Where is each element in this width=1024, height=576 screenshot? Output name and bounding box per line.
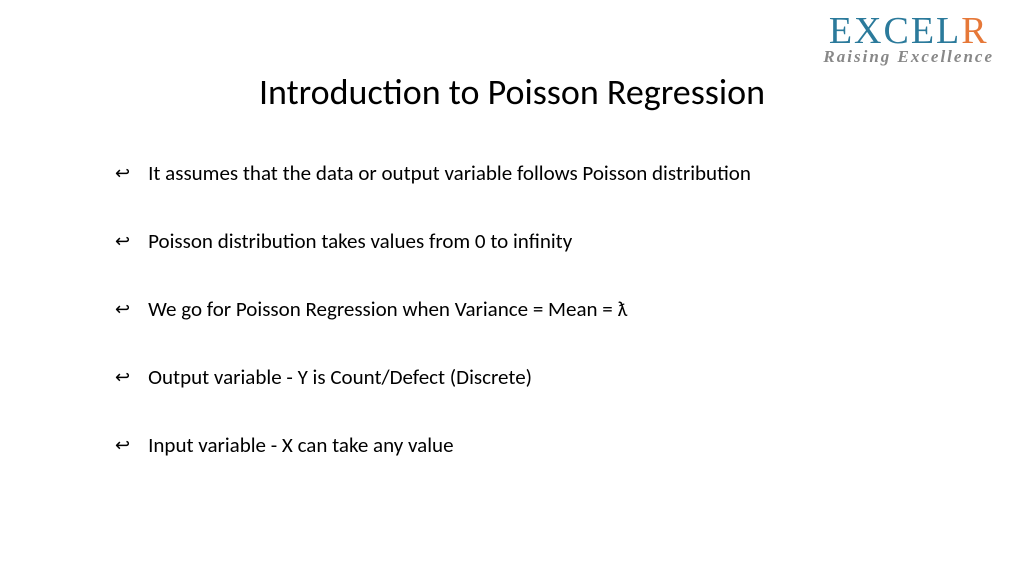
bullet-icon: ↩ (115, 296, 130, 322)
logo-tagline: Raising Excellence (823, 47, 994, 67)
slide-title: Introduction to Poisson Regression (0, 70, 1024, 114)
list-item: ↩ It assumes that the data or output var… (115, 160, 964, 186)
logo-text-part1: EXCEL (829, 10, 961, 52)
bullet-icon: ↩ (115, 432, 130, 458)
bullet-icon: ↩ (115, 364, 130, 390)
bullet-text: We go for Poisson Regression when Varian… (148, 296, 627, 322)
logo-text-part2: R (961, 10, 988, 52)
list-item: ↩ Output variable - Y is Count/Defect (D… (115, 364, 964, 390)
bullet-text: It assumes that the data or output varia… (148, 160, 751, 186)
logo-main: EXCELR (823, 12, 994, 50)
bullet-text: Input variable - X can take any value (148, 432, 453, 458)
bullet-icon: ↩ (115, 228, 130, 254)
list-item: ↩ We go for Poisson Regression when Vari… (115, 296, 964, 322)
bullet-icon: ↩ (115, 160, 130, 186)
brand-logo: EXCELR Raising Excellence (823, 12, 994, 67)
bullet-text: Poisson distribution takes values from 0… (148, 228, 572, 254)
list-item: ↩ Poisson distribution takes values from… (115, 228, 964, 254)
bullet-list: ↩ It assumes that the data or output var… (115, 160, 964, 500)
bullet-text: Output variable - Y is Count/Defect (Dis… (148, 364, 532, 390)
list-item: ↩ Input variable - X can take any value (115, 432, 964, 458)
